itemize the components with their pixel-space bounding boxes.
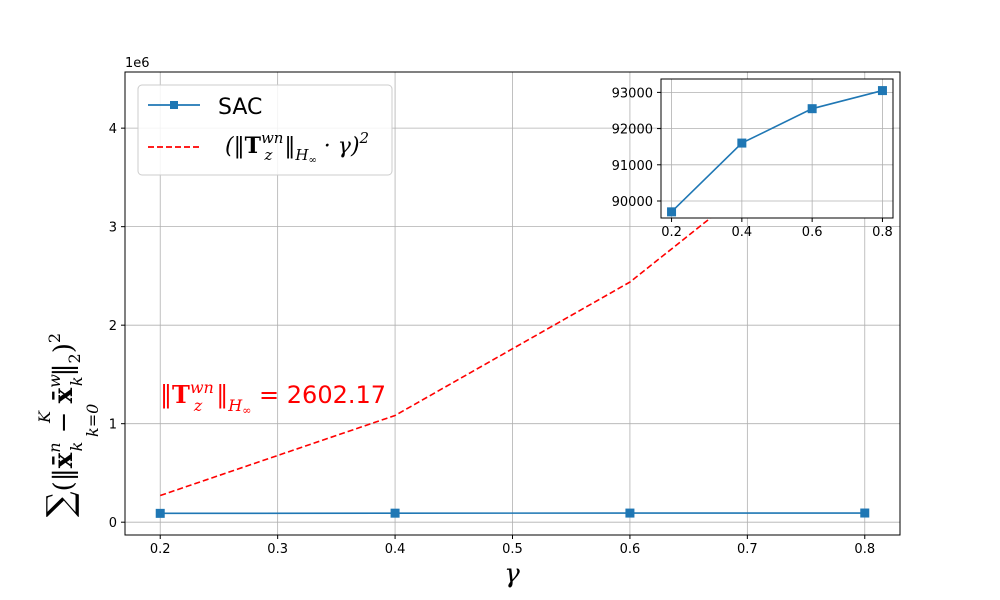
legend-box [137, 84, 393, 176]
series-line-0 [670, 89, 883, 213]
y-tick-label: 3 [109, 221, 117, 236]
series-marker-0 [390, 508, 400, 518]
series-marker-0 [807, 104, 817, 114]
y-tick-label: 0 [109, 516, 117, 531]
x-tick-label: 0.5 [502, 542, 523, 557]
y-tick-label: 1 [109, 418, 117, 433]
y-tick-label: 90000 [612, 195, 653, 210]
inset-background [661, 79, 893, 218]
y-tick-label: 2 [109, 319, 117, 334]
y-axis-label: ∑(‖x̄n k − x̄w k‖2)2 K k=0 [35, 333, 102, 517]
svg-text:k=0: k=0 [83, 404, 102, 437]
inset-frame [660, 78, 894, 219]
series-marker-0 [877, 86, 887, 96]
x-tick-label: 0.8 [872, 225, 893, 240]
svg-text:K: K [35, 410, 54, 424]
x-tick-label: 0.3 [267, 542, 288, 557]
main-ticks: 0.2 0.3 0.4 0.5 0.6 0.7 0.8 0 1 2 3 4 [109, 122, 875, 557]
y-scale-label: 1e6 [125, 56, 150, 71]
x-tick-label: 0.7 [737, 542, 758, 557]
inset-axes: 0.2 0.4 0.6 0.8 90000 91000 92000 93000 [612, 78, 894, 240]
inset-series [667, 86, 887, 217]
series-marker-0 [667, 207, 677, 217]
x-tick-label: 0.8 [854, 542, 875, 557]
series-marker-0 [155, 508, 165, 518]
x-tick-label: 0.2 [661, 225, 682, 240]
x-tick-label: 0.2 [150, 542, 171, 557]
norm-annotation: ‖Twn z ‖H∞ = 2602.17 [160, 378, 386, 417]
legend-marker-sac-square [170, 101, 178, 109]
y-tick-label: 93000 [612, 86, 653, 101]
series-marker-0 [737, 138, 747, 148]
legend: SAC (‖Twn z ‖H∞ · γ)2 [137, 84, 393, 176]
svg-text:∑(‖x̄nk − x̄wk‖2)2: ∑(‖x̄n k − x̄w k‖2)2 [40, 333, 86, 517]
x-tick-label: 0.4 [732, 225, 753, 240]
x-tick-label: 0.6 [802, 225, 823, 240]
y-tick-label: 4 [109, 122, 117, 137]
inset-grid [661, 79, 893, 218]
x-axis-label: γ [504, 559, 520, 589]
legend-label-bound: (‖Twn z ‖H∞ · γ)2 [225, 129, 369, 166]
series-marker-0 [860, 508, 870, 518]
y-tick-label: 91000 [612, 159, 653, 174]
x-tick-label: 0.4 [385, 542, 406, 557]
legend-label-sac: SAC [218, 95, 262, 120]
series-marker-0 [625, 508, 635, 518]
y-tick-label: 92000 [612, 123, 653, 138]
x-tick-label: 0.6 [620, 542, 641, 557]
inset-ticks: 0.2 0.4 0.6 0.8 90000 91000 92000 93000 [612, 86, 893, 240]
